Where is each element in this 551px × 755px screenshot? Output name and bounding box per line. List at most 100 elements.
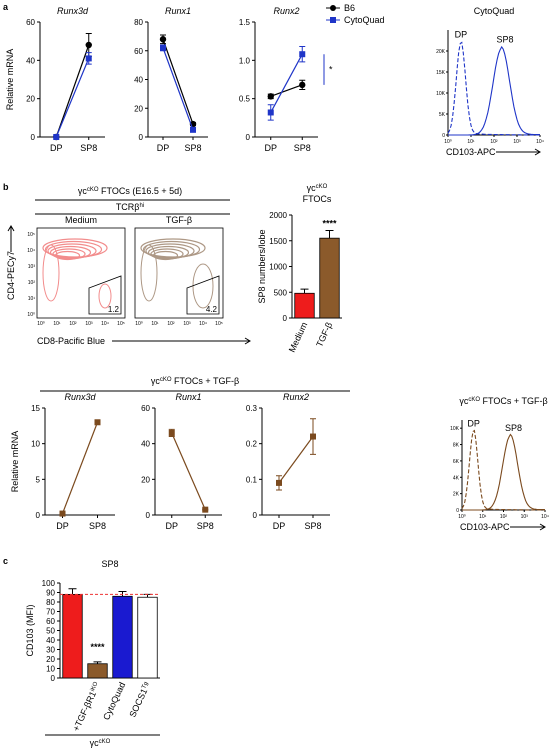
flow-x-tick-label: 10⁵ — [215, 321, 223, 327]
curve-label: SP8 — [497, 35, 514, 45]
x-tick-label: 10² — [490, 139, 498, 145]
y-tick-label: 60 — [141, 404, 150, 413]
x-tick-label: +TGF-βR1iKO — [71, 680, 103, 733]
y-tick-label: 80 — [46, 598, 55, 607]
x-tick-label: DP — [50, 143, 63, 153]
marker — [85, 41, 92, 49]
x-tick-label: 10¹ — [467, 139, 475, 145]
text-part: γc — [459, 396, 469, 406]
flow-x-tick-label: 10⁴ — [199, 321, 207, 327]
flow-frame — [134, 227, 224, 319]
x-tick-label: DP — [264, 143, 277, 153]
flow-contour — [140, 244, 158, 302]
flow-y-axis-label: CD4-PECy7 — [6, 251, 16, 300]
error-bar — [300, 288, 309, 294]
flow-x-tick-label: 10¹ — [53, 321, 61, 327]
significance: **** — [90, 642, 105, 652]
text-part: TCRβ — [116, 202, 140, 212]
error-bar — [325, 229, 334, 239]
y-axis-label: Relative mRNA — [10, 431, 20, 493]
bar — [137, 596, 158, 679]
y-tick-label: 0.5 — [239, 95, 251, 104]
y-tick-label: 2000 — [269, 211, 287, 220]
chart-title: Runx3d — [57, 6, 89, 16]
x-tick-label: 10¹ — [479, 514, 487, 520]
chart-title: Runx3d — [64, 392, 96, 402]
marker — [276, 479, 282, 486]
chart-title: Runx1 — [175, 392, 201, 402]
y-tick-label: 60 — [46, 617, 55, 626]
x-tick-label: SP8 — [197, 521, 214, 531]
y-tick-label: 70 — [46, 608, 55, 617]
y-tick-label: 20K — [436, 49, 446, 55]
panel-label: c — [3, 556, 8, 566]
curve-label: DP — [455, 29, 468, 39]
flow-title: Medium — [65, 215, 97, 225]
y-tick-label: 500 — [274, 288, 288, 297]
legend-marker — [330, 17, 336, 23]
x-tick-label: SP8 — [80, 143, 97, 153]
y-tick-label: 40 — [26, 56, 35, 65]
x-tick-label: 10³ — [521, 514, 529, 520]
flow-y-tick-label: 10⁵ — [27, 232, 35, 238]
text-part: SOCS1 — [127, 687, 149, 719]
series-line — [171, 432, 206, 510]
y-tick-label: 80 — [134, 18, 143, 27]
series-line — [278, 436, 314, 484]
significance: **** — [322, 218, 337, 228]
y-tick-label: 8K — [453, 443, 460, 449]
series-line — [55, 44, 90, 138]
marker — [160, 44, 166, 51]
superscript: cKO — [99, 739, 111, 745]
chart-title: γccKO FTOCs + TGF-β — [459, 396, 547, 406]
series-line — [162, 39, 194, 125]
flow-contour — [152, 250, 179, 261]
marker — [299, 81, 306, 89]
y-tick-label: 10 — [46, 665, 55, 674]
y-tick-label: 20 — [134, 104, 143, 113]
y-tick-label: 60 — [134, 47, 143, 56]
flow-y-tick-label: 10⁴ — [27, 248, 35, 254]
series-line — [162, 47, 194, 131]
y-tick-label: 0 — [139, 133, 144, 142]
x-axis-arrow — [510, 523, 546, 531]
text-part: γc — [151, 376, 161, 386]
y-tick-label: 0 — [253, 511, 258, 520]
flow-x-tick-label: 10⁰ — [37, 321, 45, 327]
y-tick-label: 1000 — [269, 263, 287, 272]
flow-y-tick-label: 10¹ — [28, 296, 36, 302]
flow-y-tick-label: 10⁰ — [27, 312, 35, 318]
superscript: cKO — [316, 184, 328, 190]
y-tick-label: 0 — [146, 511, 151, 520]
marker — [59, 510, 66, 517]
flow-contour — [98, 283, 112, 309]
error-bar — [68, 588, 77, 595]
y-tick-label: 20 — [46, 655, 55, 664]
flow-x-tick-label: 10³ — [183, 321, 191, 327]
legend-label: B6 — [344, 3, 355, 13]
marker — [53, 134, 60, 140]
y-tick-label: 5K — [439, 112, 446, 118]
marker — [159, 36, 167, 43]
y-tick-label: 0 — [283, 314, 288, 323]
y-tick-label: 5 — [36, 475, 41, 484]
y-tick-label: 100 — [42, 579, 56, 588]
group-label: γccKO — [90, 738, 111, 748]
y-tick-label: 50 — [46, 627, 55, 636]
text-part: Medium — [287, 321, 310, 354]
y-tick-label: 40 — [134, 76, 143, 85]
y-tick-label: 0.3 — [246, 404, 258, 413]
text-part: γc — [78, 186, 88, 196]
y-tick-label: 6K — [453, 459, 460, 465]
y-tick-label: 20 — [141, 475, 150, 484]
x-axis-arrow — [496, 148, 541, 156]
histogram-curve — [448, 45, 540, 136]
flow-header: γccKO FTOCs (E16.5 + 5d) — [78, 186, 182, 196]
flow-x-axis-label: CD8-Pacific Blue — [37, 336, 105, 346]
text-part: TGF-β — [314, 321, 334, 349]
flow-x-tick-label: 10⁰ — [135, 321, 143, 327]
flow-contour — [42, 244, 60, 302]
x-tick-label: SOCS1Tg — [127, 681, 152, 719]
flow-y-arrow — [7, 225, 15, 252]
